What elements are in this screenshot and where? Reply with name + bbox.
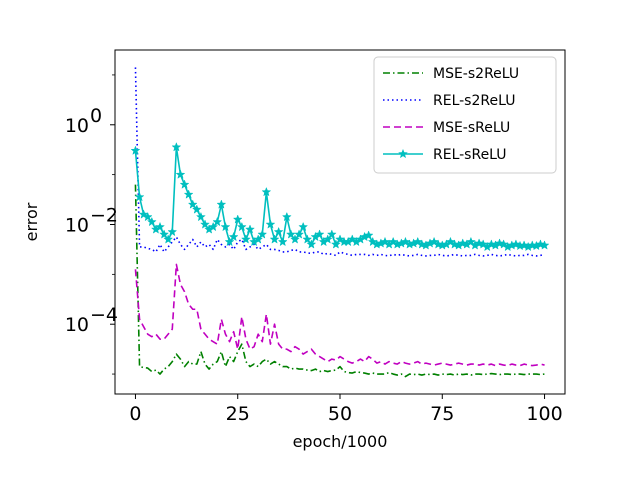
legend-entry-MSE-sReLU: MSE-sReLU <box>383 120 510 136</box>
data-point-star <box>265 219 276 229</box>
data-point-star <box>261 186 272 197</box>
data-point-star <box>179 179 190 189</box>
x-tick-label: 100 <box>526 403 562 425</box>
data-point-star <box>539 240 550 250</box>
data-point-star <box>130 145 141 155</box>
data-point-star <box>277 236 288 247</box>
data-point-star <box>232 214 243 224</box>
data-point-star <box>322 234 333 244</box>
legend: MSE-s2ReLU REL-s2ReLU MSE-sReLU REL-sReLU <box>373 56 557 174</box>
data-point-star <box>498 239 509 249</box>
legend-entry-REL-s2ReLU: REL-s2ReLU <box>383 93 515 109</box>
data-point-star <box>195 211 206 222</box>
data-point-star <box>183 189 194 199</box>
data-point-star <box>191 204 202 214</box>
legend-label: REL-s2ReLU <box>433 93 515 109</box>
data-point-star <box>220 221 231 232</box>
data-point-star <box>429 236 440 247</box>
data-point-star <box>400 236 411 247</box>
legend-entry-MSE-s2ReLU: MSE-s2ReLU <box>383 66 519 82</box>
x-tick-label: 50 <box>328 403 352 425</box>
data-point-star <box>138 209 149 219</box>
legend-frame <box>373 56 557 174</box>
legend-marker-star <box>398 148 408 159</box>
x-tick-label: 0 <box>129 403 141 425</box>
legend-label: MSE-sReLU <box>433 120 510 136</box>
legend-label: REL-sReLU <box>433 147 507 163</box>
data-point-star <box>445 236 456 247</box>
data-point-star <box>412 236 423 247</box>
x-tick-label: 25 <box>226 403 250 425</box>
data-point-star <box>240 234 251 244</box>
data-point-star <box>510 239 521 249</box>
y-tick-exponent: 0 <box>90 105 102 127</box>
x-axis-label: epoch/1000 <box>293 432 388 451</box>
x-axis: 0 25 50 75 100 <box>129 394 563 425</box>
data-point-star <box>224 236 235 247</box>
data-point-star <box>236 221 247 232</box>
data-point-star <box>142 211 153 222</box>
data-point-star <box>326 229 337 239</box>
data-point-star <box>228 231 239 242</box>
data-point-star <box>208 221 219 232</box>
data-point-star <box>306 239 317 249</box>
y-tick-label: 10 <box>65 314 89 336</box>
series-line <box>134 184 545 378</box>
data-point-star <box>294 229 305 239</box>
data-point-star <box>159 229 170 239</box>
data-point-star <box>330 239 341 249</box>
data-point-star <box>273 226 284 237</box>
data-point-star <box>146 216 157 227</box>
data-point-star <box>302 234 313 244</box>
series-MSE-sReLU <box>134 263 545 367</box>
data-point-star <box>281 211 292 222</box>
data-point-star <box>187 199 198 209</box>
data-point-star <box>269 234 280 244</box>
y-tick-label: 10 <box>65 214 89 236</box>
data-point-star <box>290 234 300 244</box>
series-layer <box>130 67 550 378</box>
data-point-star <box>212 216 223 227</box>
legend-label: MSE-s2ReLU <box>433 66 519 82</box>
y-tick-label: 10 <box>65 115 89 137</box>
data-point-star <box>347 234 358 244</box>
data-point-star <box>388 236 399 247</box>
data-point-star <box>285 229 296 239</box>
data-point-star <box>163 234 174 244</box>
y-tick-exponent: −2 <box>90 204 118 226</box>
data-point-star <box>367 236 378 247</box>
data-point-star <box>245 224 255 234</box>
data-point-star <box>298 221 309 232</box>
data-point-star <box>314 229 325 239</box>
legend-entry-REL-sReLU: REL-sReLU <box>383 147 507 163</box>
data-point-star <box>175 169 186 179</box>
data-point-star <box>335 234 345 244</box>
data-point-star <box>253 234 264 244</box>
series-MSE-s2ReLU <box>134 184 545 378</box>
data-point-star <box>519 240 530 250</box>
series-REL-sReLU <box>130 142 550 252</box>
data-point-star <box>134 191 145 202</box>
y-tick-exponent: −4 <box>90 304 118 326</box>
y-axis-label: error <box>22 202 41 241</box>
data-point-star <box>363 230 374 240</box>
data-point-star <box>216 199 227 209</box>
data-point-star <box>155 221 165 232</box>
data-point-star <box>167 226 178 237</box>
data-point-star <box>171 142 182 152</box>
x-tick-label: 75 <box>430 403 454 425</box>
series-line <box>134 263 545 367</box>
data-point-star <box>200 219 210 229</box>
data-point-star <box>380 236 390 247</box>
data-point-star <box>478 239 489 249</box>
data-point-star <box>257 229 268 239</box>
